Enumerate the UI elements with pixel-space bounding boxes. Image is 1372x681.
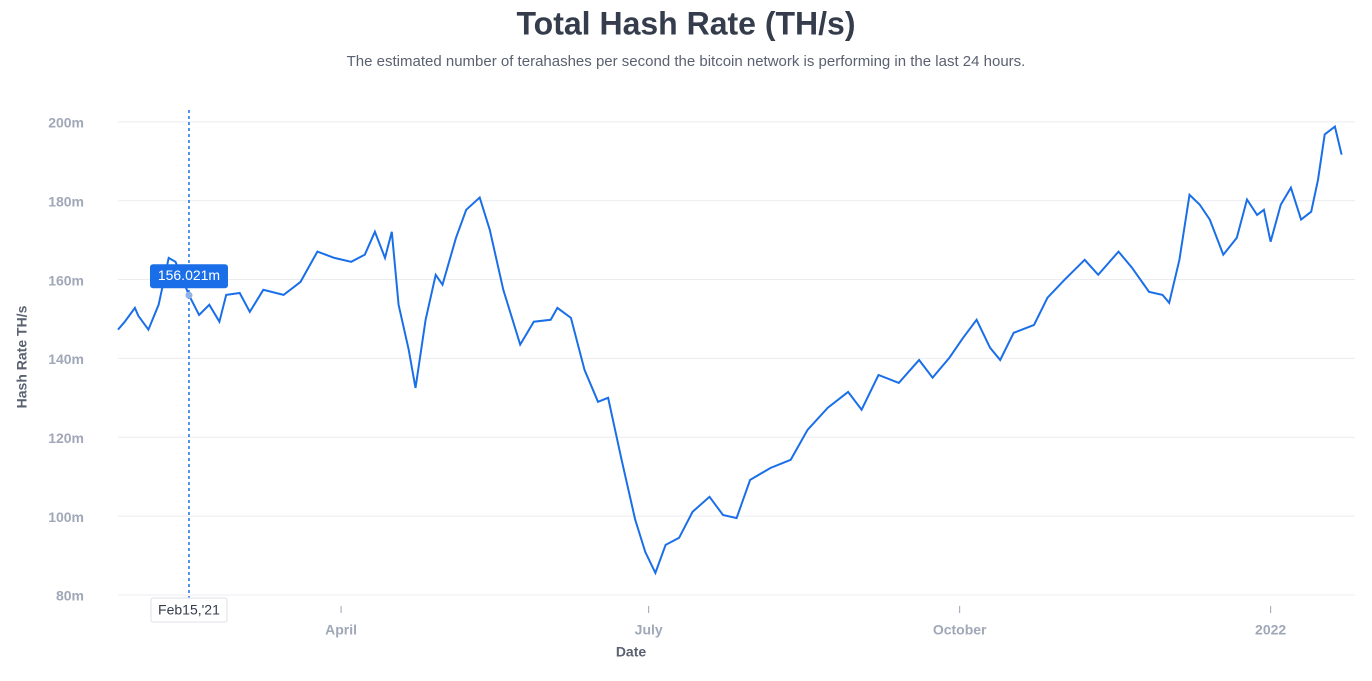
y-tick-label: 180m <box>48 193 84 209</box>
tooltip-date: Feb15,'21 <box>158 602 220 618</box>
y-tick-label: 100m <box>48 509 84 525</box>
y-tick-label: 140m <box>48 351 84 367</box>
y-axis-label: Hash Rate TH/s <box>14 305 30 408</box>
data-line <box>117 124 1343 576</box>
x-tick-label: 2022 <box>1255 622 1286 638</box>
y-tick-label: 120m <box>48 430 84 446</box>
hover-point <box>185 291 193 299</box>
x-tick-label: October <box>933 622 987 638</box>
tooltip-value: 156.021m <box>158 267 220 283</box>
x-tick-label: July <box>635 622 663 638</box>
tooltip-date-box <box>150 597 228 623</box>
y-tick-label: 80m <box>56 588 84 604</box>
y-tick-label: 200m <box>48 115 84 131</box>
y-tick-label: 160m <box>48 272 84 288</box>
x-axis-label: Date <box>616 644 647 660</box>
tooltip-box <box>149 264 228 289</box>
x-tick-label: April <box>325 622 357 638</box>
chart-subtitle: The estimated number of terahashes per s… <box>347 53 1026 70</box>
chart-title: Total Hash Rate (TH/s) <box>517 5 856 41</box>
